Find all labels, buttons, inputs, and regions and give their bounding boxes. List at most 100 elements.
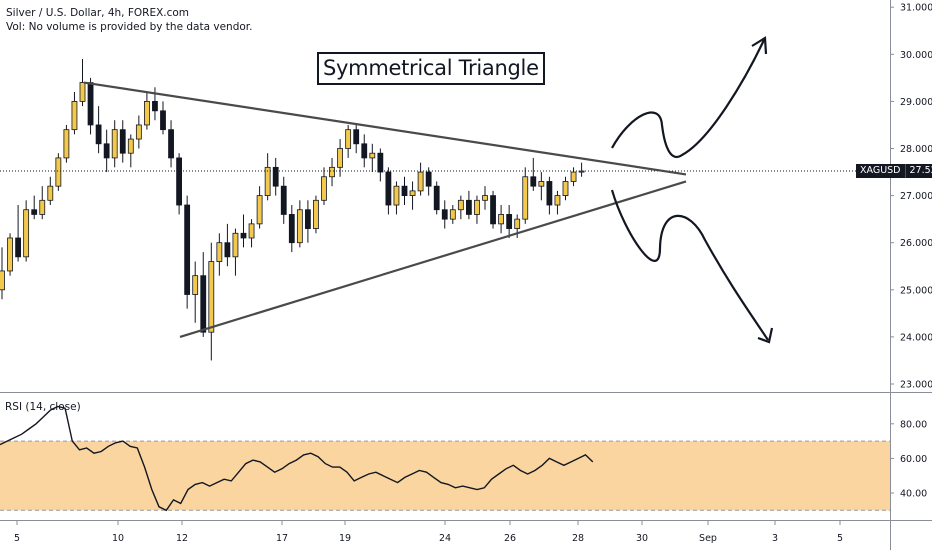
bearish-arrow-head (757, 327, 774, 344)
candle-body (240, 232, 247, 239)
time-tick-label: 17 (276, 533, 288, 544)
candle-body (353, 129, 360, 145)
time-tick-label: 12 (176, 533, 188, 544)
price-tick-label: 25.000 (900, 285, 932, 296)
bullish-arrow-head (751, 36, 768, 55)
volume-note: Vol: No volume is provided by the data v… (6, 21, 253, 33)
candle-body (272, 166, 279, 187)
candle-body (530, 176, 537, 187)
time-tick-label: 19 (339, 533, 351, 544)
candle-body (522, 176, 529, 220)
rsi-tick-label: 40.00 (900, 489, 927, 500)
candle-body (369, 152, 376, 159)
candle-body (329, 166, 335, 178)
rsi-tick-label: 80.00 (900, 419, 927, 430)
candle-body (490, 195, 496, 225)
lower-trendline (179, 180, 687, 338)
time-tick-label: 10 (112, 533, 124, 544)
candle-body (176, 157, 183, 206)
candle-body (39, 199, 46, 215)
candle-body (103, 143, 110, 159)
candle-body (47, 185, 54, 201)
time-tick-label: 5 (14, 533, 20, 544)
price-tick-label: 24.000 (900, 332, 932, 343)
candle-body (256, 195, 263, 225)
candle-body (280, 185, 287, 215)
candle-body (304, 209, 311, 229)
price-tick-label: 27.000 (900, 191, 932, 202)
candle-body (200, 275, 207, 333)
candle-body (296, 209, 303, 244)
candle-body (449, 209, 456, 220)
candle-body (224, 242, 231, 258)
candle-body (321, 176, 327, 201)
candle-body (578, 170, 585, 173)
candle-body (288, 214, 295, 244)
candle-body (15, 237, 22, 258)
candle-body (264, 166, 271, 196)
candle-body (79, 82, 86, 102)
price-tick-label: 26.000 (900, 238, 932, 249)
time-tick-label: 26 (504, 533, 516, 544)
time-tick-label: 3 (772, 533, 778, 544)
upper-trendline (83, 81, 687, 176)
candle-body (345, 129, 352, 149)
candle-body (377, 152, 384, 173)
candle-body (119, 129, 126, 154)
chart-header: Silver / U.S. Dollar, 4h, FOREX.com Vol:… (6, 6, 252, 34)
time-tick-label: 28 (572, 533, 584, 544)
price-tag: XAGUSD 27.521 (856, 164, 932, 178)
candle-body (168, 129, 174, 159)
candle-body (482, 195, 488, 201)
candle-body (135, 124, 142, 140)
candle-body (143, 101, 150, 126)
candle-body (393, 185, 400, 206)
price-tick-label: 23.000 (900, 380, 932, 391)
symbol-label: XAGUSD (856, 164, 905, 178)
candle-body (474, 199, 480, 215)
candle-body (385, 171, 392, 206)
candle-body (111, 129, 118, 159)
candle-body (554, 195, 561, 206)
time-tick-label: 24 (439, 533, 451, 544)
candle-body (63, 129, 70, 159)
candle-body (208, 261, 215, 333)
candle-body (248, 223, 255, 239)
candle-body (7, 237, 13, 272)
pattern-annotation: Symmetrical Triangle (317, 52, 545, 85)
candle-body (425, 171, 432, 187)
rsi-tick-label: 60.00 (900, 454, 927, 465)
candle-body (184, 204, 191, 295)
candle-body (498, 214, 505, 225)
candle-body (401, 185, 408, 196)
time-tick-label: 5 (837, 533, 843, 544)
candle-body (127, 138, 134, 154)
rsi-label: RSI (14, close) (5, 401, 81, 413)
candle-body (0, 270, 5, 291)
candle-body (441, 209, 448, 220)
rsi-line (0, 405, 594, 512)
candle-body (570, 171, 577, 182)
time-tick-label: Sep (699, 533, 717, 544)
candle-body (95, 124, 102, 145)
candle-body (55, 157, 62, 187)
candle-body (546, 181, 553, 206)
candle-body (87, 82, 94, 126)
candle-body (514, 218, 521, 229)
candle-body (465, 199, 472, 215)
candle-body (506, 214, 513, 229)
candle-body (457, 199, 464, 211)
rsi-band (0, 441, 890, 511)
candle-body (160, 110, 166, 131)
bullish-projection-path (611, 39, 765, 158)
candle-body (71, 101, 78, 131)
price-tick-label: 28.000 (900, 144, 932, 155)
candle-body (152, 101, 158, 112)
price-tick-label: 30.000 (900, 50, 932, 61)
candle-body (562, 181, 569, 197)
candle-body (313, 199, 319, 229)
candle-body (433, 185, 440, 211)
candle-body (23, 209, 30, 258)
